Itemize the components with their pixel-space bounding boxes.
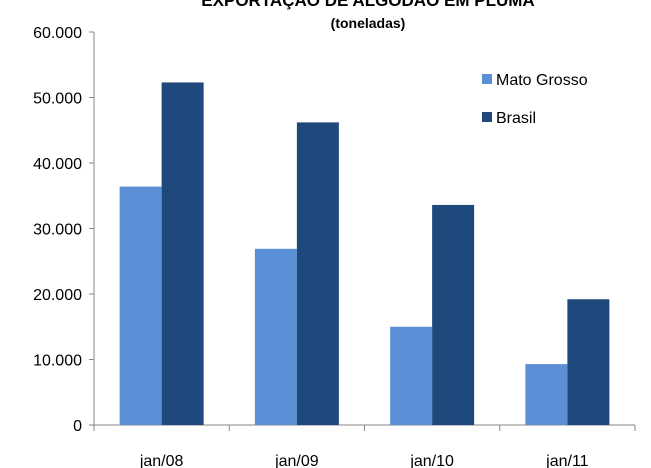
y-tick-label: 40.000 bbox=[33, 156, 82, 173]
y-tick-label: 60.000 bbox=[33, 25, 82, 42]
x-tick-label: jan/09 bbox=[274, 453, 319, 468]
y-tick-label: 0 bbox=[73, 418, 82, 435]
bar-mato-grosso bbox=[254, 248, 297, 425]
x-tick-label: jan/08 bbox=[139, 453, 184, 468]
legend-label: Mato Grosso bbox=[496, 72, 588, 89]
legend-label: Brasil bbox=[496, 110, 536, 127]
bar-brasil bbox=[567, 299, 610, 425]
bars bbox=[119, 82, 610, 425]
y-tick-label: 50.000 bbox=[33, 91, 82, 108]
y-tick-label: 10.000 bbox=[33, 353, 82, 370]
y-axis: 0 10.000 20.000 30.000 40.000 50.000 60.000 bbox=[33, 25, 95, 435]
legend-swatch bbox=[482, 74, 492, 84]
bar-brasil bbox=[296, 122, 339, 425]
y-tick-label: 20.000 bbox=[33, 287, 82, 304]
x-axis: jan/08 jan/09 jan/10 jan/11 bbox=[93, 424, 636, 468]
bar-mato-grosso bbox=[390, 326, 433, 425]
bar-brasil bbox=[161, 82, 204, 425]
x-tick-label: jan/10 bbox=[409, 453, 454, 468]
legend: Mato Grosso Brasil bbox=[482, 72, 588, 127]
chart-title: EXPORTAÇÃO DE ALGODÃO EM PLUMA bbox=[201, 0, 534, 10]
legend-swatch bbox=[482, 112, 492, 122]
bar-brasil bbox=[432, 204, 475, 425]
bar-mato-grosso bbox=[525, 364, 568, 425]
y-tick-label: 30.000 bbox=[33, 222, 82, 239]
chart-subtitle: (toneladas) bbox=[331, 15, 406, 31]
bar-mato-grosso bbox=[119, 186, 162, 425]
x-tick-label: jan/11 bbox=[545, 453, 589, 468]
